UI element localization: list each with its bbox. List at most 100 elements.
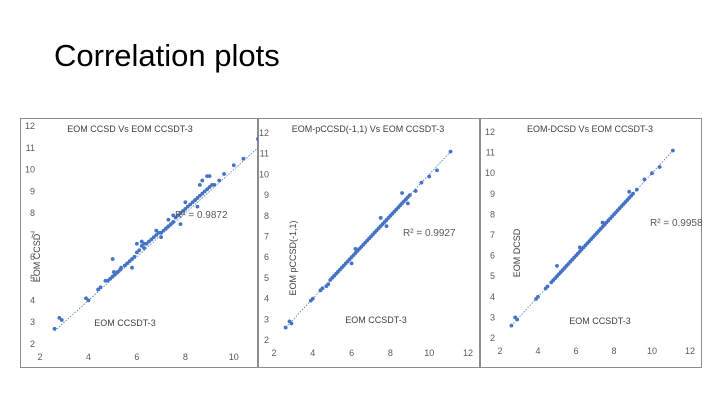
x-tick-label: 10 bbox=[647, 346, 657, 356]
scatter-chart-dcsd: 2 3 4 5 6 7 8 9 10 11 12 2 4 6 8 10 12 EOM-DCSD Vs EOM CC… bbox=[480, 118, 702, 368]
data-point bbox=[159, 235, 164, 240]
data-point bbox=[166, 217, 171, 222]
x-tick-label: 8 bbox=[611, 346, 616, 356]
data-point bbox=[149, 237, 154, 242]
x-tick-label: 6 bbox=[349, 348, 354, 358]
data-point bbox=[642, 177, 647, 182]
data-point bbox=[435, 168, 439, 173]
y-tick-label: 10 bbox=[259, 169, 269, 179]
data-point bbox=[127, 259, 132, 264]
x-tick-label: 2 bbox=[37, 352, 42, 362]
data-point bbox=[671, 148, 675, 153]
y-tick-label: 12 bbox=[259, 128, 269, 138]
x-tick-label: 4 bbox=[310, 348, 315, 358]
data-point bbox=[289, 321, 294, 326]
data-point bbox=[657, 165, 662, 169]
data-point bbox=[600, 220, 605, 225]
data-point bbox=[326, 282, 331, 287]
y-tick-label: 3 bbox=[264, 314, 269, 324]
data-point bbox=[130, 257, 134, 261]
data-point bbox=[207, 174, 212, 179]
data-point bbox=[217, 178, 222, 183]
data-point bbox=[650, 171, 654, 176]
data-point bbox=[130, 265, 134, 270]
data-point bbox=[164, 226, 168, 231]
data-point bbox=[86, 298, 91, 303]
data-point bbox=[105, 278, 110, 283]
data-point bbox=[353, 247, 358, 251]
r-squared-label: R² = 0.9927 bbox=[403, 228, 456, 239]
data-point bbox=[222, 172, 226, 176]
data-point bbox=[125, 261, 130, 266]
scatter-chart-pccsd: 2 3 4 5 6 7 8 9 10 11 12 2 4 6 8 10 12 EOM-pCCSD(-1,1) Vs… bbox=[258, 118, 480, 368]
data-point bbox=[427, 174, 432, 179]
y-tick-label: 8 bbox=[264, 211, 269, 221]
data-point bbox=[627, 189, 632, 194]
data-point bbox=[515, 317, 519, 322]
data-point bbox=[197, 193, 202, 198]
chart-frame bbox=[20, 118, 258, 368]
data-point bbox=[195, 204, 200, 209]
x-tick-label: 4 bbox=[86, 352, 91, 362]
data-point bbox=[173, 215, 178, 220]
data-point bbox=[193, 198, 197, 203]
data-point bbox=[310, 296, 315, 301]
y-tick-label: 3 bbox=[30, 317, 35, 327]
x-tick-label: 10 bbox=[424, 348, 434, 358]
chart-title: EOM-pCCSD(-1,1) Vs EOM CCSDT-3 bbox=[292, 124, 445, 134]
data-point bbox=[147, 239, 151, 244]
x-tick-label: 4 bbox=[535, 346, 540, 356]
data-point bbox=[207, 185, 212, 189]
y-tick-label: 9 bbox=[30, 186, 35, 196]
y-tick-label: 6 bbox=[264, 252, 269, 262]
y-tick-label: 7 bbox=[264, 232, 269, 242]
data-point bbox=[119, 265, 124, 270]
y-tick-label: 11 bbox=[26, 143, 35, 153]
y-tick-label: 2 bbox=[30, 339, 35, 349]
data-point bbox=[159, 230, 164, 235]
data-point bbox=[110, 274, 115, 279]
data-point bbox=[113, 272, 117, 277]
data-point bbox=[631, 191, 635, 196]
chart-frame bbox=[258, 118, 480, 368]
data-point bbox=[151, 235, 156, 240]
data-point bbox=[190, 200, 195, 205]
data-point bbox=[202, 189, 207, 194]
chart-title: EOM CCSD Vs EOM CCSDT-3 bbox=[67, 124, 193, 134]
data-point bbox=[205, 187, 210, 192]
data-point bbox=[536, 294, 540, 299]
data-point bbox=[122, 263, 127, 268]
x-axis-title: EOM CCSDT-3 bbox=[345, 315, 407, 325]
y-tick-label: 8 bbox=[490, 209, 495, 219]
y-tick-label: 9 bbox=[264, 190, 269, 200]
data-point bbox=[231, 163, 236, 168]
data-point bbox=[185, 204, 190, 209]
data-point bbox=[154, 228, 159, 233]
y-axis-title: EOM DCSD bbox=[512, 228, 522, 277]
data-point bbox=[577, 245, 582, 250]
x-tick-label: 6 bbox=[134, 352, 139, 362]
x-tick-label: 6 bbox=[573, 346, 578, 356]
data-point bbox=[115, 270, 120, 274]
y-tick-label: 4 bbox=[490, 292, 495, 302]
data-point bbox=[400, 191, 404, 195]
data-point bbox=[183, 200, 188, 205]
y-tick-label: 6 bbox=[490, 251, 495, 261]
data-point bbox=[634, 187, 639, 192]
y-tick-label: 2 bbox=[264, 335, 269, 345]
data-point bbox=[384, 224, 389, 229]
data-point bbox=[283, 325, 288, 330]
data-point bbox=[178, 222, 183, 226]
data-point bbox=[57, 315, 62, 320]
data-point bbox=[545, 284, 550, 289]
y-tick-label: 5 bbox=[30, 274, 35, 284]
data-point bbox=[110, 257, 115, 261]
x-tick-label: 12 bbox=[463, 348, 473, 358]
data-point bbox=[171, 213, 176, 218]
data-point bbox=[195, 196, 200, 200]
y-tick-label: 5 bbox=[490, 271, 495, 281]
data-point bbox=[405, 201, 410, 206]
data-point bbox=[132, 254, 137, 259]
data-point bbox=[98, 285, 103, 290]
data-point bbox=[509, 323, 514, 328]
